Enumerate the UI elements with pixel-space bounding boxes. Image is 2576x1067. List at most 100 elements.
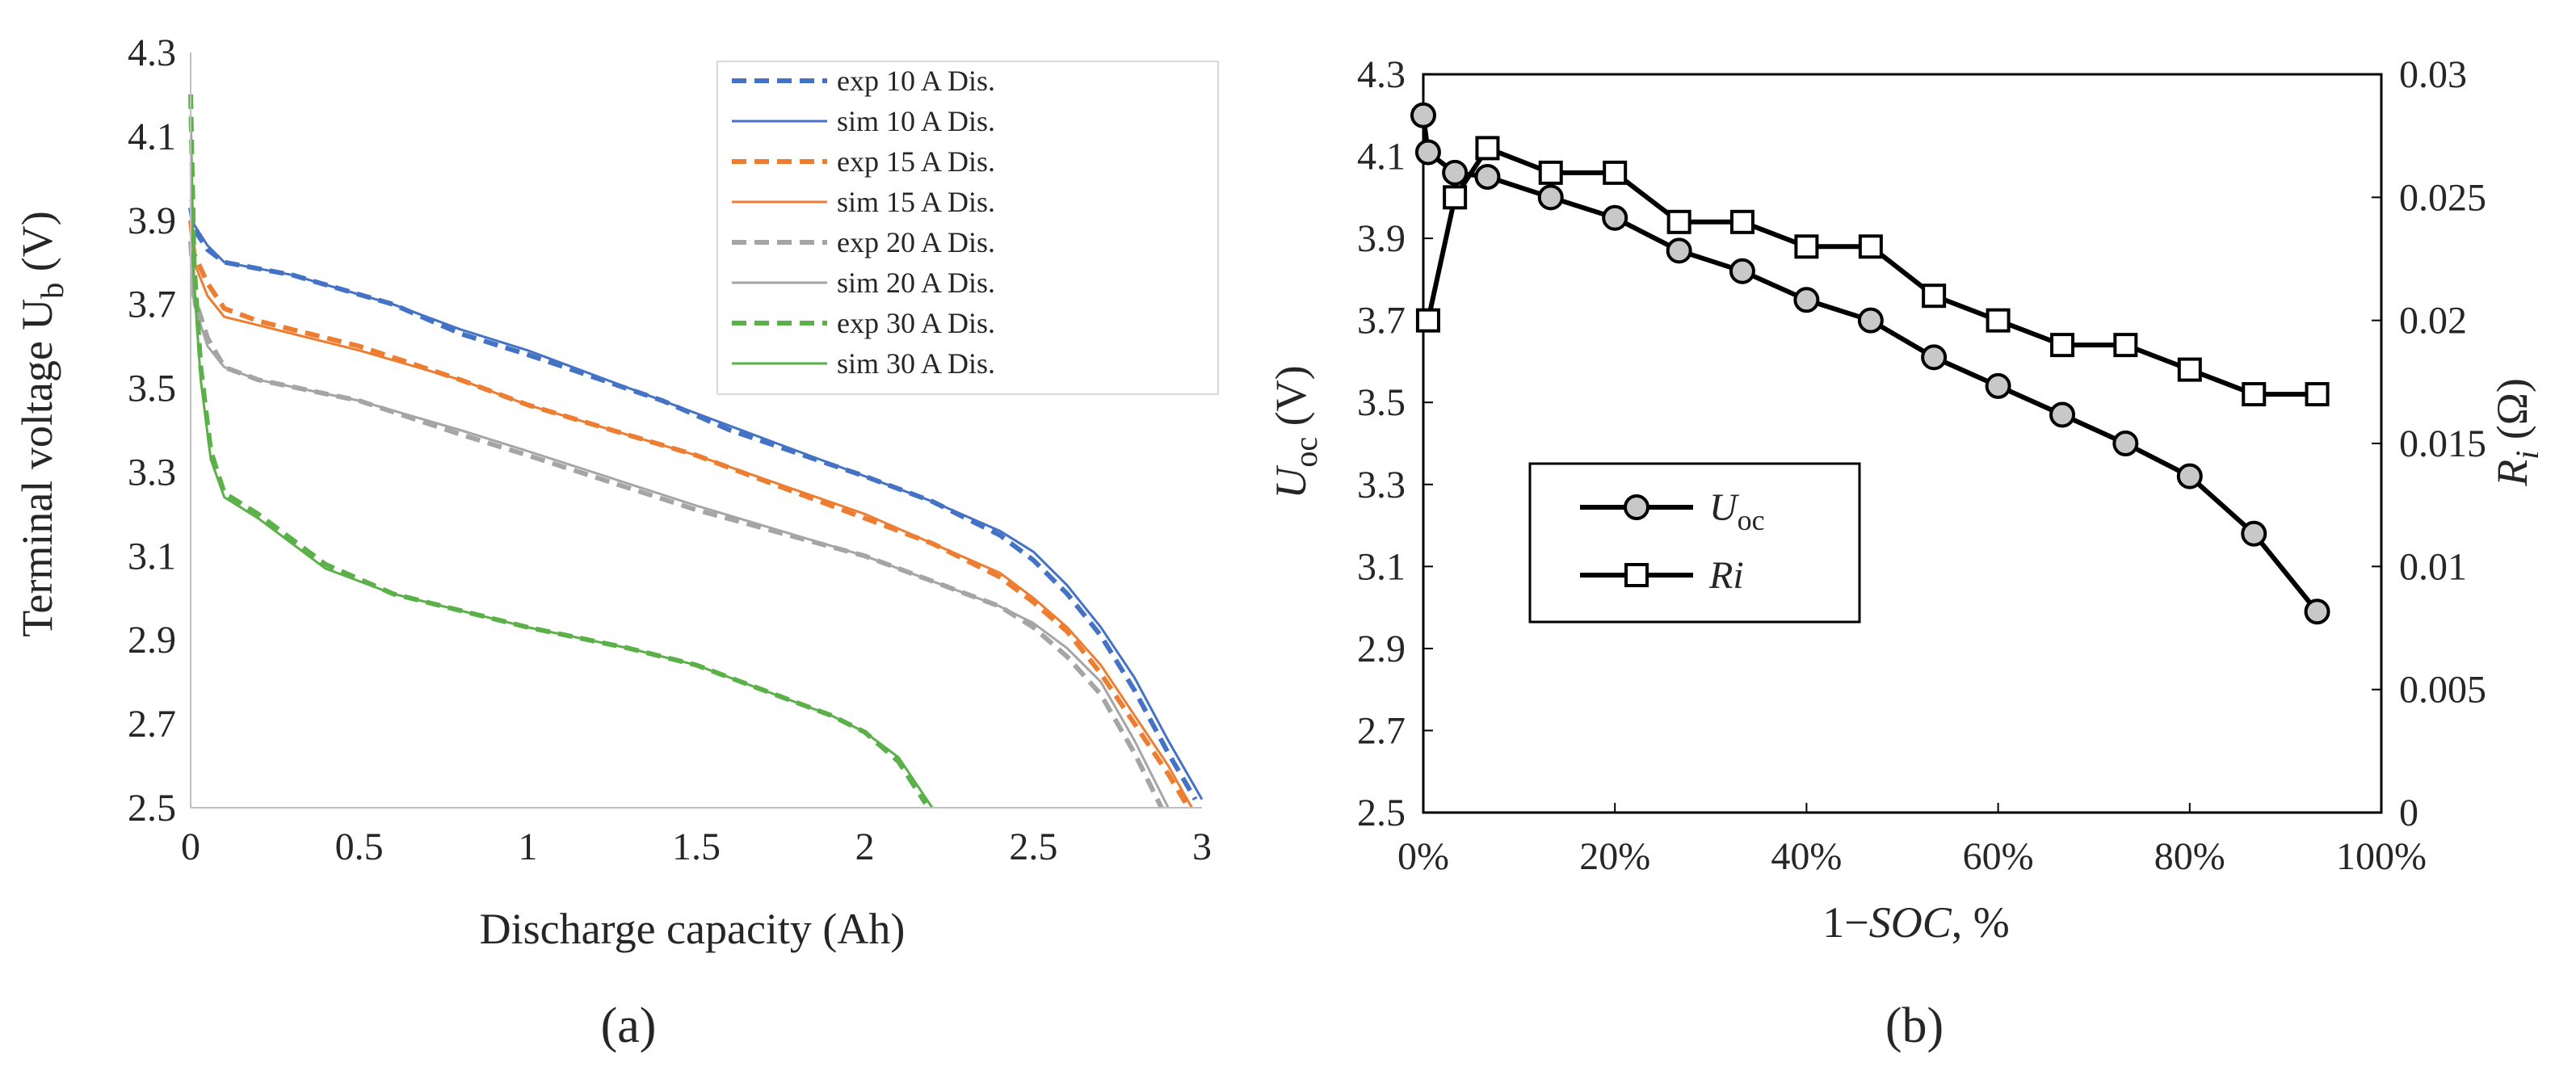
chart-b-x-tick-label: 20% <box>1579 835 1650 878</box>
chart-b-ri-point <box>1603 160 1628 185</box>
chart-a-legend-label-5: exp 20 A Dis. <box>837 226 995 258</box>
chart-b-ri-point <box>2177 357 2202 382</box>
chart-a-legend-label-2: sim 10 A Dis. <box>837 105 995 137</box>
chart-b-left-y-ticks: 2.5 2.7 2.9 3.1 3.3 3.5 3.7 3.9 4.1 4.3 <box>1357 53 1433 834</box>
chart-b-uoc-point <box>1666 237 1692 264</box>
chart-a-x-tick-label: 0 <box>181 825 200 868</box>
chart-b-x-axis-title: 1−SOC, % <box>1822 898 2009 947</box>
chart-b-right-y-ticks: 0 0.005 0.01 0.015 0.02 0.025 0.03 <box>2372 53 2486 834</box>
chart-b-ri-point <box>1729 209 1754 234</box>
chart-a-series-line-1 <box>188 207 1198 801</box>
chart-b-series-line-ri <box>1425 145 2318 397</box>
chart-a-y-tick-label: 3.9 <box>128 200 176 242</box>
chart-b-left-y-tick-label: 2.5 <box>1357 792 1406 834</box>
chart-a-x-tick-label: 2 <box>855 825 875 868</box>
chart-b-uoc-point <box>1793 287 1820 313</box>
chart-a-legend-label-3: exp 15 A Dis. <box>837 145 995 178</box>
chart-a-legend: exp 10 A Dis. sim 10 A Dis. exp 15 A Dis. s… <box>716 61 1219 395</box>
chart-b-ri-point <box>1443 185 1468 210</box>
chart-a-y-ticks: 2.5 2.7 2.9 3.1 3.3 3.5 3.7 3.9 4.1 4.3 <box>128 32 176 830</box>
chart-b-legend-ri-label: Ri <box>1708 554 1744 597</box>
chart-b-uoc-point <box>1474 163 1501 190</box>
chart-a-series-line-2 <box>189 199 1204 800</box>
chart-b-left-y-tick-label: 3.9 <box>1357 217 1406 260</box>
chart-a-series-line-3 <box>188 220 1191 809</box>
chart-a-series-group <box>188 94 1204 809</box>
chart-b-left-y-tick-label: 4.3 <box>1357 53 1406 96</box>
chart-a-legend-label-1: exp 10 A Dis. <box>837 65 995 97</box>
chart-a-y-tick-label: 3.1 <box>128 535 176 578</box>
chart-a-legend-label-6: sim 20 A Dis. <box>837 267 995 299</box>
chart-b-ri-point <box>2113 333 2138 358</box>
chart-b-uoc-point <box>2304 599 2330 625</box>
chart-a-y-tick-label: 2.5 <box>128 787 176 830</box>
chart-b-x-tick-label: 40% <box>1771 835 1842 878</box>
chart-b-legend-uoc-label: Uoc <box>1709 486 1765 536</box>
chart-b-left-y-axis-title: Uoc (V) <box>1267 365 1324 498</box>
chart-b-uoc-point <box>1442 159 1469 186</box>
chart-b-right-y-tick-label: 0.02 <box>2399 300 2467 342</box>
chart-b-ri-point <box>1986 308 2011 333</box>
chart-b-left-y-tick-label: 4.1 <box>1357 136 1406 179</box>
chart-b-left-y-tick-label: 2.9 <box>1357 628 1406 670</box>
chart-b-uoc-point <box>1410 102 1436 128</box>
chart-a-legend-box <box>716 61 1219 395</box>
chart-a-y-axis-title: Terminal voltage Ub (V) <box>13 211 70 637</box>
chart-a-x-tick-label: 1.5 <box>672 825 721 868</box>
chart-a-y-tick-label: 2.9 <box>128 619 176 662</box>
chart-b-uoc-point <box>1602 204 1628 231</box>
chart-b-uoc-point <box>2241 520 2267 547</box>
chart-b-right-y-tick-label: 0.03 <box>2399 53 2467 96</box>
chart-a-legend-label-7: exp 30 A Dis. <box>837 307 995 339</box>
chart-b-legend-uoc-marker <box>1624 494 1649 520</box>
chart-a-x-tick-label: 0.5 <box>335 825 384 868</box>
chart-a-legend-label-8: sim 30 A Dis. <box>837 347 995 380</box>
chart-b-ri-point <box>1922 284 1947 309</box>
chart-b-left-y-tick-label: 3.5 <box>1357 381 1406 424</box>
chart-b-right-y-tick-label: 0 <box>2399 792 2418 834</box>
chart-a-panel-label: (a) <box>601 998 657 1053</box>
chart-b-uoc-point <box>1857 307 1884 334</box>
chart-b-uoc-point <box>2049 401 2076 428</box>
chart-b-x-tick-label: 0% <box>1397 835 1449 878</box>
chart-b-left-y-tick-label: 3.1 <box>1357 545 1406 588</box>
chart-a-legend-items: exp 10 A Dis. sim 10 A Dis. exp 15 A Dis. s… <box>732 65 995 380</box>
chart-b-ri-point <box>2242 382 2267 407</box>
chart-a-legend-label-4: sim 15 A Dis. <box>837 186 995 218</box>
chart-b-uoc-point <box>1729 258 1755 284</box>
chart-b-ri-point <box>1666 209 1691 234</box>
chart-b-left-y-tick-label: 3.7 <box>1357 300 1406 342</box>
chart-b-x-tick-label: 80% <box>2154 835 2225 878</box>
chart-a-series-line-8 <box>189 115 934 809</box>
chart-b-x-ticks: 0% 20% 40% 60% 80% 100% <box>1397 803 2427 878</box>
chart-b-right-y-axis-title: Ri (Ω) <box>2488 378 2545 487</box>
chart-b-x-tick-label: 60% <box>1963 835 2034 878</box>
chart-b-right-y-tick-label: 0.015 <box>2399 422 2486 465</box>
chart-b-legend-ri-marker <box>1624 563 1649 587</box>
chart-a-y-tick-label: 3.7 <box>128 284 176 326</box>
chart-b-legend-box <box>1528 462 1861 624</box>
chart-b-ri-point <box>2305 382 2330 407</box>
chart-b-uoc-point <box>2176 463 2203 489</box>
chart-a-x-tick-label: 3 <box>1192 825 1212 868</box>
chart-a-x-tick-label: 2.5 <box>1009 825 1057 868</box>
chart-b-right-y-tick-label: 0.025 <box>2399 176 2486 219</box>
chart-b-uoc-point <box>1985 372 2011 399</box>
chart-b-ri-point <box>1794 234 1819 259</box>
chart-a-y-tick-label: 4.1 <box>128 116 176 158</box>
chart-b: 0% 20% 40% 60% 80% 100% 2.5 2.7 2.9 3.1 3.3 3.5 3.7… <box>1267 53 2545 1053</box>
chart-b-series-group <box>1410 102 2330 625</box>
chart-a-series-line-5 <box>188 241 1164 809</box>
chart-b-left-y-tick-label: 2.7 <box>1357 709 1406 752</box>
chart-a-series-line-4 <box>189 229 1193 809</box>
chart-a-y-tick-label: 2.7 <box>128 703 176 746</box>
chart-a-series-line-6 <box>189 254 1170 809</box>
chart-b-ri-point <box>2050 333 2075 358</box>
chart-b-ri-point <box>1415 308 1440 333</box>
chart-a-axes <box>190 53 1202 809</box>
chart-a-y-tick-label: 3.5 <box>128 368 176 410</box>
chart-b-uoc-point <box>1921 344 1948 371</box>
chart-b-x-tick-label: 100% <box>2336 835 2427 878</box>
chart-b-plot-frame <box>1422 73 2383 814</box>
